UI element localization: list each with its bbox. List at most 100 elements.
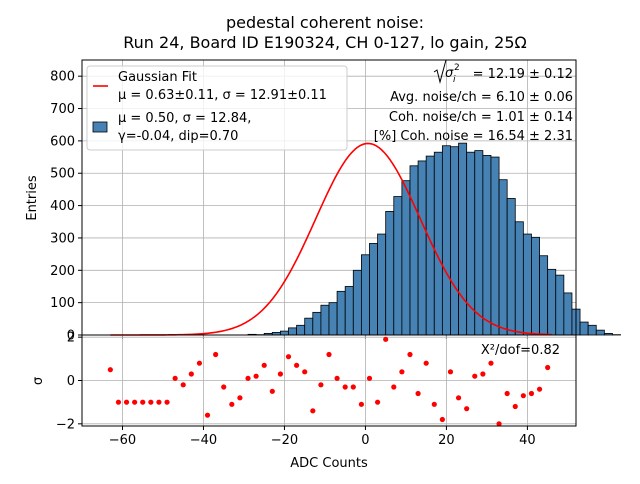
histogram-bar [507,198,515,335]
residual-point [302,369,307,374]
residual-point [173,376,178,381]
residual-y-ticks: −202 [56,331,82,433]
histogram-bar [523,234,531,335]
histogram-bar [313,312,321,335]
histogram-bar [540,256,548,335]
main-y-tick-label: 800 [50,70,75,85]
main-y-tick-label: 600 [50,134,75,149]
residual-point [537,387,542,392]
residual-y-axis-label: σ [31,377,46,385]
histogram-bar [531,237,539,335]
residual-point [108,367,113,372]
residual-point [245,376,250,381]
residual-point [334,376,339,381]
residual-point [480,371,485,376]
legend-hist-line1: μ = 0.50, σ = 12.84, [118,111,251,126]
sigma-superscript: 2 [454,63,460,73]
histogram-bar [410,166,418,335]
residual-point [189,371,194,376]
histogram-bar [483,155,491,335]
residual-point [140,400,145,405]
histogram-bar [499,180,507,335]
residual-point [286,354,291,359]
histogram-bars [248,143,621,335]
residual-point [359,402,364,407]
residual-point [124,400,129,405]
legend-fit-label: Gaussian Fit [118,70,197,85]
residual-point [505,391,510,396]
chart-title-line2: Run 24, Board ID E190324, CH 0-127, lo g… [123,33,526,52]
histogram-bar [297,325,305,335]
histogram-bar [580,322,588,335]
residual-point [383,337,388,342]
residual-point [164,400,169,405]
residual-point [391,384,396,389]
histogram-bar [369,243,377,335]
residual-point [432,402,437,407]
residual-point [343,384,348,389]
main-y-tick-label: 300 [50,231,75,246]
histogram-bar [459,143,467,335]
legend-hist-line2: γ=-0.04, dip=0.70 [118,129,238,144]
main-y-tick-label: 100 [50,296,75,311]
histogram-bar [345,286,353,335]
residual-point [156,400,161,405]
histogram-bar [604,333,612,335]
residual-x-tick-label: −60 [109,433,136,448]
residual-point [132,400,137,405]
residual-x-tick-label: −20 [271,433,298,448]
x-axis-label: ADC Counts [290,456,368,471]
legend: Gaussian Fit μ = 0.63±0.11, σ = 12.91±0.… [87,66,347,150]
residual-point [488,361,493,366]
residual-point [221,384,226,389]
main-y-tick-label: 500 [50,167,75,182]
residual-point [213,352,218,357]
residual-y-tick-label: 0 [67,374,75,389]
chart-title-line1: pedestal coherent noise: [226,13,424,32]
histogram-bar [353,270,361,335]
residual-point [545,365,550,370]
histogram-bar [564,293,572,335]
residual-point [529,391,534,396]
residual-point [456,395,461,400]
histogram-bar [418,161,426,335]
residual-point [318,382,323,387]
residual-x-tick-label: 0 [361,433,369,448]
histogram-bar [491,157,499,335]
histogram-bar [548,269,556,335]
residual-point [464,406,469,411]
residual-point [116,400,121,405]
residual-point [472,374,477,379]
residual-point [407,352,412,357]
histogram-bar [588,325,596,335]
main-y-tick-label: 200 [50,264,75,279]
histogram-bar [402,181,410,335]
histogram-bar [556,275,564,335]
residual-point [197,361,202,366]
residual-point [310,408,315,413]
residual-point [254,374,259,379]
residual-point [367,376,372,381]
histogram-bar [305,318,313,335]
legend-hist-swatch [93,122,107,132]
residual-point [181,382,186,387]
residual-point [521,393,526,398]
histogram-bar [394,197,402,335]
legend-fit-params: μ = 0.63±0.11, σ = 12.91±0.11 [118,88,327,103]
residual-point [440,417,445,422]
histogram-bar [442,146,450,335]
main-y-axis-label: Entries [25,175,40,221]
histogram-bar [280,331,288,335]
histogram-bar [361,255,369,335]
residual-point [351,384,356,389]
residual-point [229,402,234,407]
sigma-value-annotation: = 12.19 ± 0.12 [473,67,573,82]
histogram-bar [515,222,523,335]
residual-point [513,404,518,409]
avg-noise-annotation: Avg. noise/ch = 6.10 ± 0.06 [390,90,573,105]
residual-point [262,363,267,368]
histogram-bar [289,328,297,335]
main-y-tick-label: 700 [50,102,75,117]
